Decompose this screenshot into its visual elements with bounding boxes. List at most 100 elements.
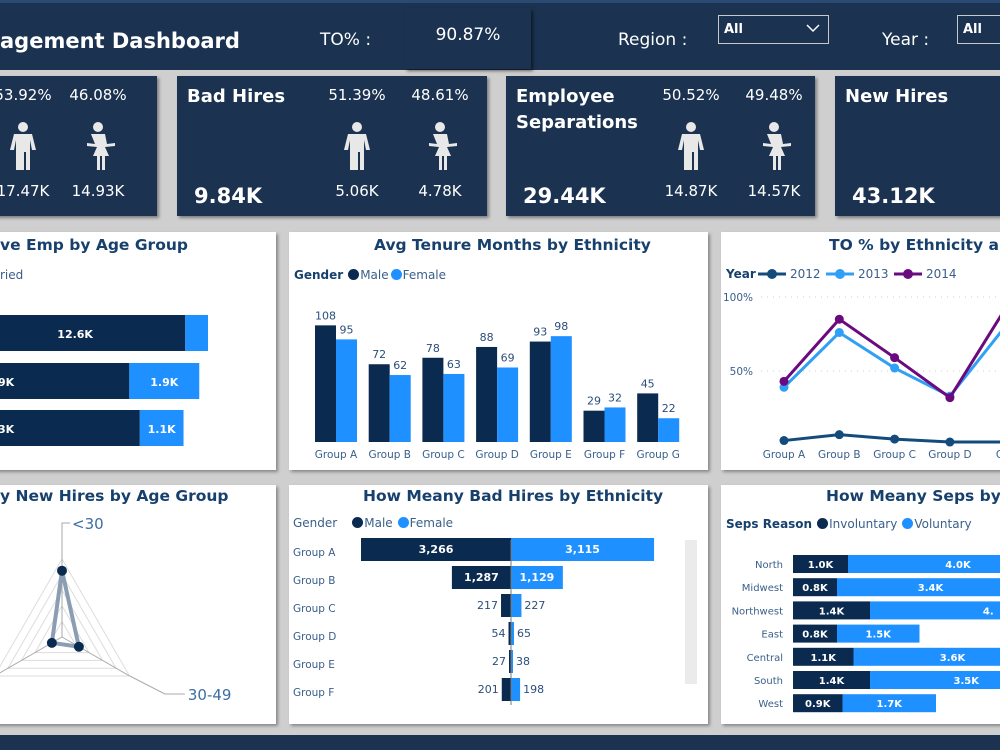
data-label: 1.4K [819, 606, 846, 617]
bar-female [511, 566, 563, 589]
y-tick-label: East [761, 630, 783, 641]
x-tick-label: Group A [763, 449, 806, 461]
data-point [890, 434, 900, 444]
x-tick-label: Group C [873, 449, 916, 461]
legend-title: Gender [293, 516, 338, 530]
data-label: 4.0K [945, 560, 972, 571]
male-count: 17.47K [0, 182, 50, 200]
data-label: 93 [533, 326, 547, 339]
voluntary-dot-icon [902, 518, 914, 529]
male-count: 2 [990, 182, 1000, 200]
y-tick-label: Midwest [742, 583, 783, 594]
y-tick-label: Group F [293, 687, 334, 699]
data-label: 3,266 [419, 543, 454, 556]
legend: Gender Male Female [294, 268, 446, 282]
bar-male [361, 538, 511, 561]
seps-region-chart: North 1.0K 4.0K Midwest 0.8K 3.4K Northwest 1.4… [732, 555, 1000, 713]
to-value-card: 90.87% [405, 9, 531, 69]
to-line-chart: Year 2012 2013 2014 100% 50% Group A Group B Gro… [723, 267, 1000, 461]
region-dropdown[interactable]: All [718, 15, 829, 44]
data-label: 3,115 [565, 543, 600, 556]
chart-title: y New Hires by Age Group [0, 487, 229, 505]
legend-involuntary: Involuntary [829, 517, 898, 531]
data-label: 0.8K [802, 583, 829, 594]
y-tick-label: 50% [730, 366, 753, 378]
grid-ring [0, 558, 131, 677]
kpi-card: Bad Hires 9.84K 51.39% 48.61% 5.06K 4.78… [177, 76, 487, 216]
header-bar: agement Dashboard TO% : 90.87% Region : … [0, 0, 1000, 70]
x-tick-label: Group A [315, 449, 358, 461]
data-label: 0.9K [805, 699, 832, 710]
female-pct: 46.08% [69, 86, 127, 104]
bar-segment-dark [0, 315, 186, 351]
bar-female [511, 622, 514, 645]
region-value: All [724, 22, 743, 37]
data-point [779, 436, 789, 446]
bar [583, 410, 605, 442]
female-dot-icon [390, 269, 402, 280]
bar-segment-light [139, 410, 184, 446]
y-tick-label: Group D [293, 631, 336, 643]
data-label: 1.1K [811, 653, 838, 664]
data-point [890, 353, 900, 363]
involuntary-dot-icon [817, 518, 829, 529]
y-tick-label: North [755, 560, 783, 571]
bad-hires-diverging-chart: Group A 3,266 3,115 Group B 1,287 1,129 Group … [293, 538, 655, 705]
footer-bar [0, 735, 1000, 750]
data-point [945, 393, 955, 403]
chart-title: How Meany Seps by R [826, 487, 1000, 505]
legend-male: Male [360, 268, 389, 282]
male-icon [322, 122, 392, 176]
male-pct: 50.52% [662, 86, 720, 104]
data-label: 3.6K [940, 653, 967, 664]
tenure-bar-chart: 108 95 Group A 72 62 Group B 78 63 Group C 88 69 Gr… [315, 309, 680, 461]
scrollbar[interactable] [685, 540, 697, 684]
female-pct: 49.48% [745, 86, 803, 104]
legend-marker [903, 269, 913, 279]
bar [443, 373, 465, 442]
year-dropdown[interactable]: All [957, 15, 1000, 44]
kpi-card: New Hires 43.12K 50 2 [835, 76, 1000, 216]
radar-point [46, 637, 57, 648]
age-group-bar-chart: 12.6K 9K 1.9K 3K 1.1K [0, 315, 208, 446]
card-total: 9.84K [194, 184, 263, 208]
axis-label: 30-49 [188, 686, 232, 704]
legend-label: 2014 [926, 267, 957, 281]
data-label: 1,287 [464, 571, 499, 584]
data-label: 72 [372, 348, 386, 361]
bar [368, 364, 390, 442]
legend-title: Seps Reason [726, 517, 813, 531]
bar-male [508, 622, 511, 645]
region-label: Region : [618, 30, 688, 50]
data-label: 1.7K [877, 699, 904, 710]
male-dot-icon [352, 517, 364, 528]
bar [389, 375, 411, 442]
data-point [834, 328, 844, 338]
data-label: 4. [983, 606, 994, 617]
x-tick-label: Group G [636, 449, 679, 461]
legend-male: Male [364, 516, 393, 530]
bar-involuntary [793, 694, 843, 713]
data-label: 1.9K [150, 376, 178, 389]
card-title: Employee Separations [516, 86, 638, 133]
female-dot-icon [397, 517, 409, 528]
panel-new-hires-age: y New Hires by Age Group <30 30-49 [0, 485, 276, 724]
male-dot-icon [348, 269, 360, 280]
bar-segment-dark [0, 363, 130, 399]
axis-label: <30 [72, 515, 104, 533]
female-count: 14.57K [747, 182, 801, 200]
panel-bad-hires: How Meany Bad Hires by Ethnicity Gender M… [289, 485, 708, 724]
data-label: 29 [587, 395, 601, 408]
data-label: 45 [641, 377, 655, 390]
legend: Seps Reason Involuntary Voluntary [726, 517, 972, 531]
data-point [890, 363, 900, 373]
legend-female: Female [409, 516, 454, 530]
female-count: 4.78K [418, 182, 462, 200]
x-tick-label: Group E [530, 449, 572, 461]
bar-male [451, 566, 511, 589]
bar [336, 339, 357, 442]
bar-female [511, 650, 513, 673]
data-point [779, 376, 789, 386]
legend-label: 2012 [790, 267, 821, 281]
bar-female [511, 678, 521, 701]
